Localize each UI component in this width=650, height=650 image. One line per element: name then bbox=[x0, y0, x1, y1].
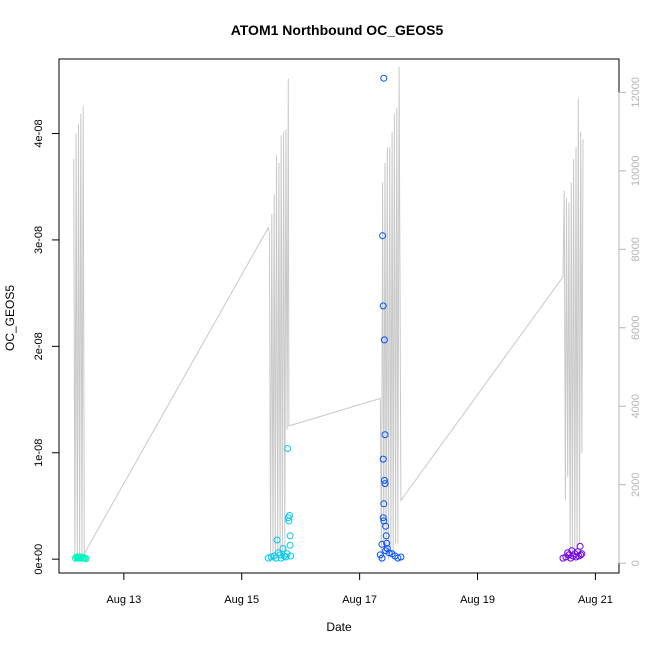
y-axis-label: OC_GEOS5 bbox=[3, 285, 17, 351]
right-tick-label: 0 bbox=[630, 560, 642, 566]
data-point bbox=[284, 445, 292, 452]
data-point bbox=[383, 539, 391, 547]
data-point bbox=[379, 455, 387, 463]
data-point bbox=[382, 532, 390, 540]
x-tick-label: Aug 15 bbox=[224, 594, 259, 606]
y-tick-label: 3e-08 bbox=[33, 226, 45, 254]
data-point bbox=[577, 551, 585, 559]
data-point bbox=[286, 512, 293, 519]
data-point bbox=[380, 336, 388, 344]
x-axis-label: Date bbox=[326, 620, 352, 634]
data-point bbox=[382, 522, 390, 530]
data-point bbox=[287, 552, 295, 560]
data-point bbox=[380, 74, 388, 82]
altitude-line-layer bbox=[73, 66, 584, 563]
data-point bbox=[273, 536, 281, 544]
data-point bbox=[383, 545, 391, 552]
y-tick-label: 4e-08 bbox=[33, 119, 45, 147]
series-0 bbox=[72, 553, 90, 563]
right-tick-label: 4000 bbox=[630, 394, 642, 418]
data-point bbox=[283, 550, 291, 558]
y-axis: 0e+00 1e-08 2e-08 3e-08 4e-08 bbox=[33, 119, 60, 575]
data-point bbox=[567, 554, 575, 562]
x-axis: Aug 13 Aug 15 Aug 17 Aug 19 Aug 21 bbox=[106, 572, 613, 606]
data-point bbox=[379, 302, 387, 310]
series-2 bbox=[376, 74, 405, 562]
right-tick-label: 6000 bbox=[630, 316, 642, 340]
data-point bbox=[282, 553, 290, 561]
data-point bbox=[378, 540, 386, 548]
y-tick-label: 2e-08 bbox=[33, 332, 45, 360]
x-tick-label: Aug 13 bbox=[106, 594, 141, 606]
data-point bbox=[274, 549, 282, 557]
data-point bbox=[578, 550, 586, 558]
data-point bbox=[74, 553, 82, 561]
chart-title: ATOM1 Northbound OC_GEOS5 bbox=[231, 22, 444, 38]
y-tick-label: 1e-08 bbox=[33, 439, 45, 467]
data-point bbox=[279, 545, 287, 552]
data-points bbox=[72, 74, 586, 563]
right-tick-label: 2000 bbox=[630, 472, 642, 496]
data-point bbox=[380, 500, 388, 508]
y-tick-label: 0e+00 bbox=[33, 544, 45, 575]
data-point bbox=[286, 532, 294, 540]
data-point bbox=[379, 514, 387, 522]
x-tick-label: Aug 21 bbox=[578, 594, 613, 606]
data-point bbox=[286, 541, 294, 549]
data-point bbox=[379, 232, 387, 240]
data-point bbox=[576, 542, 584, 550]
right-axis: 0 2000 4000 6000 8000 10000 12000 bbox=[618, 77, 642, 566]
x-tick-label: Aug 19 bbox=[460, 594, 495, 606]
altitude-line bbox=[73, 66, 584, 563]
data-point bbox=[382, 547, 390, 555]
right-tick-label: 8000 bbox=[630, 237, 642, 261]
right-tick-label: 12000 bbox=[630, 77, 642, 108]
x-tick-label: Aug 17 bbox=[342, 594, 377, 606]
data-point bbox=[381, 431, 389, 439]
data-point bbox=[267, 553, 275, 561]
right-tick-label: 10000 bbox=[630, 156, 642, 187]
data-point bbox=[394, 554, 402, 562]
data-point bbox=[397, 553, 405, 561]
data-point bbox=[381, 480, 389, 488]
data-point bbox=[385, 549, 393, 557]
data-point bbox=[378, 554, 386, 562]
series-3 bbox=[559, 542, 586, 562]
data-point bbox=[380, 476, 388, 484]
data-point bbox=[285, 517, 293, 525]
series-1 bbox=[264, 445, 295, 562]
